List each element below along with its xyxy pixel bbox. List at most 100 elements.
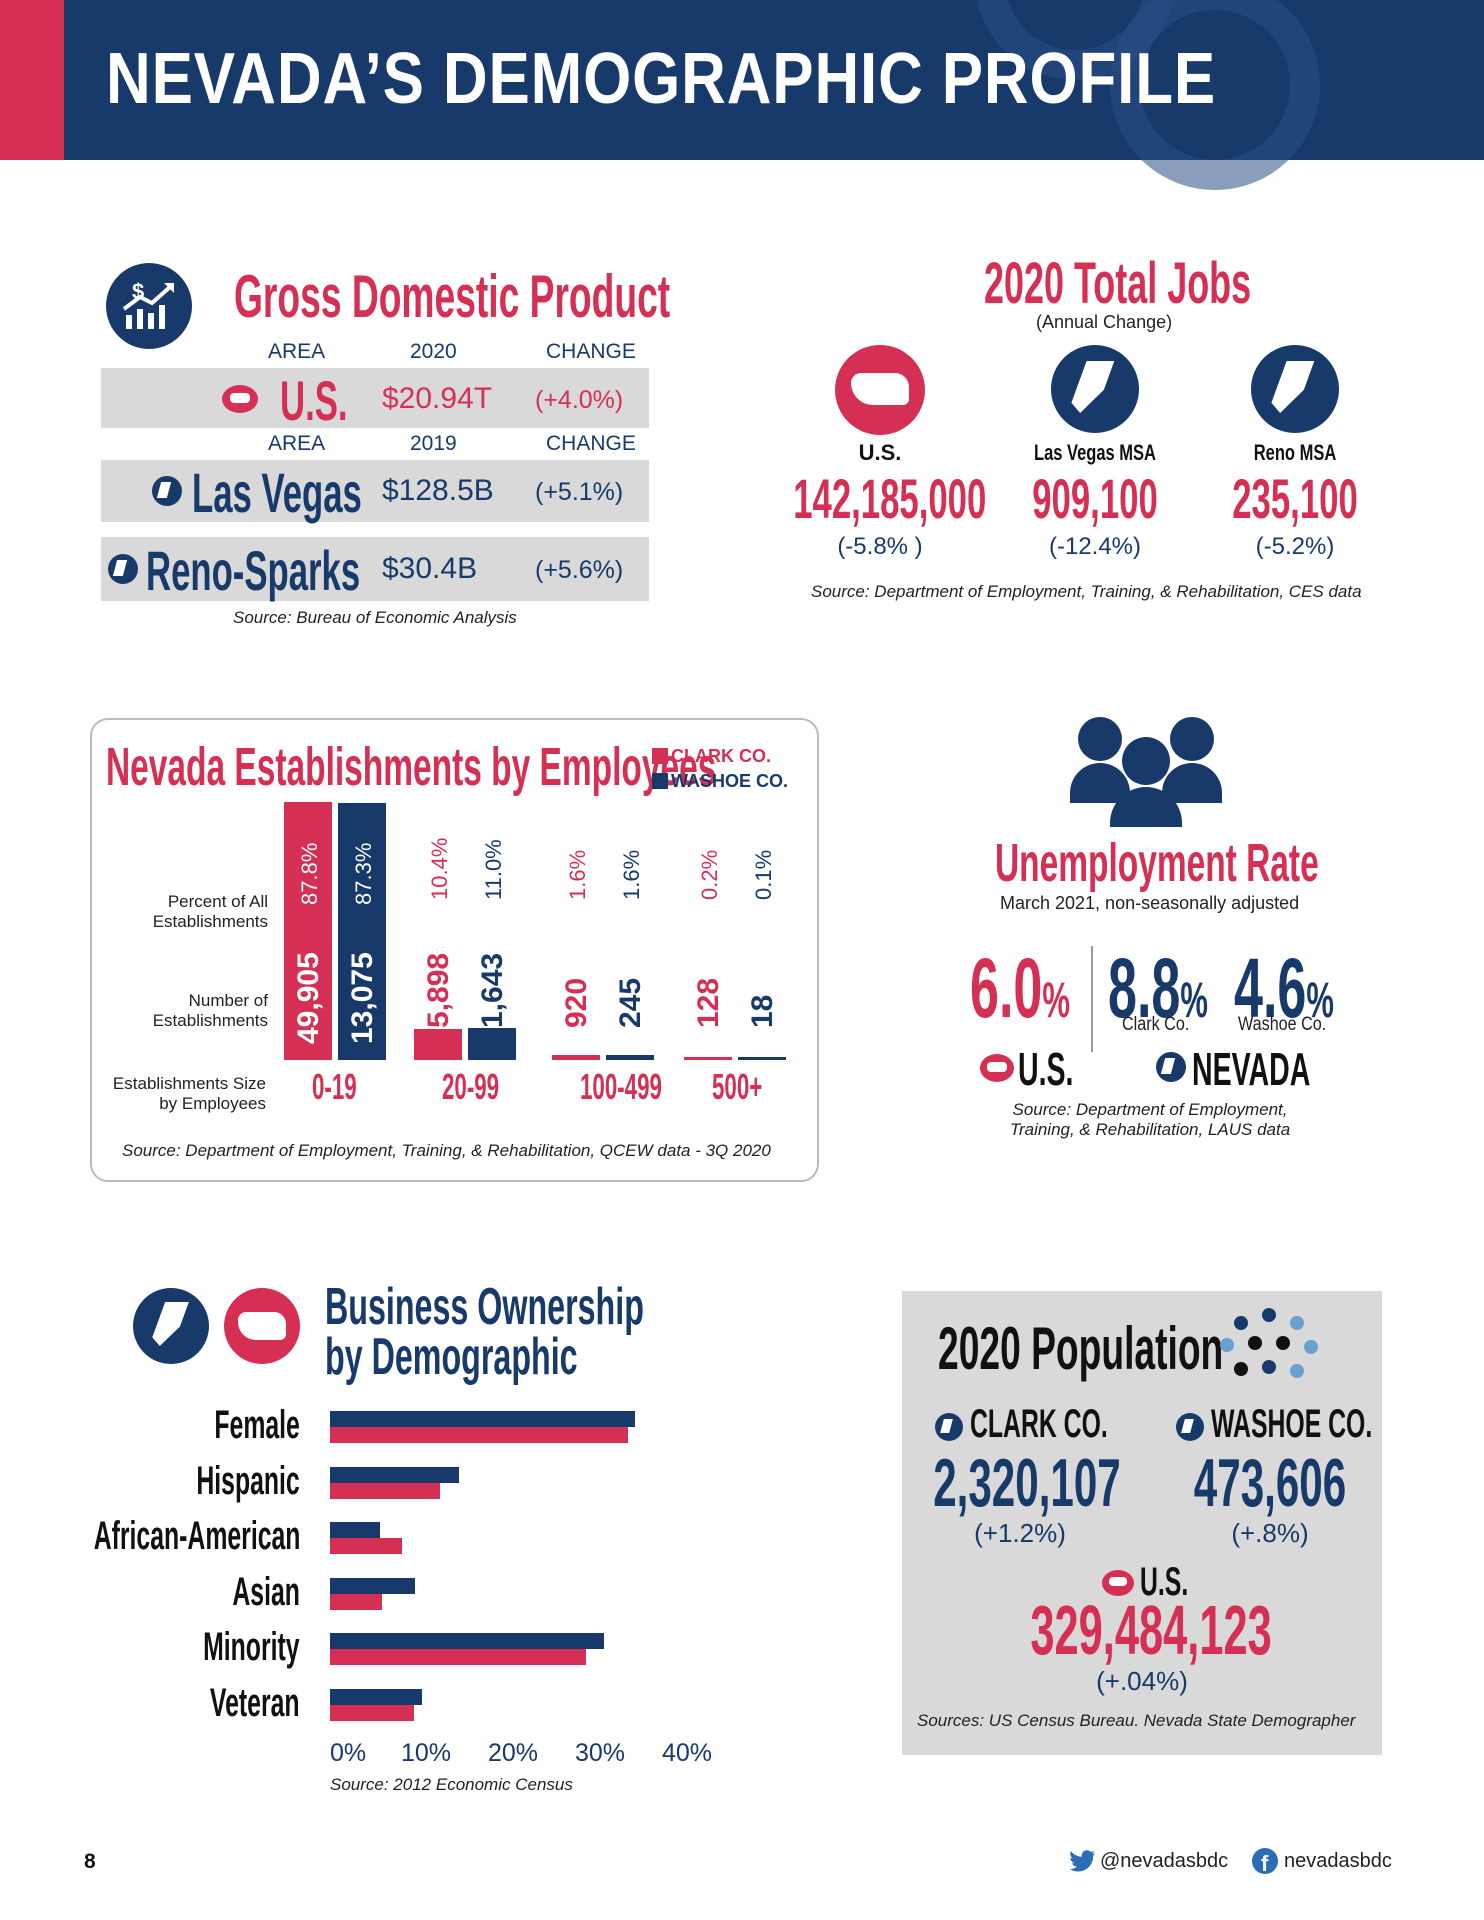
- nevada-map-icon: [1156, 1052, 1186, 1082]
- us-map-icon: [1102, 1570, 1134, 1596]
- facebook-handle[interactable]: nevadasbdc: [1284, 1850, 1392, 1872]
- ownership-axis-tick: 30%: [575, 1739, 626, 1767]
- ownership-title-line: by Demographic: [325, 1328, 578, 1386]
- unemployment-washoe-value: 4.6%: [1234, 941, 1334, 1035]
- ownership-bar: [330, 1705, 414, 1721]
- jobs-change: (-5.8% ): [837, 533, 923, 560]
- gdp-source: Source: Bureau of Economic Analysis: [233, 608, 517, 627]
- source-line: Source: Department of Employment,: [1012, 1100, 1288, 1119]
- establishments-title: Nevada Establishments by Employees: [106, 737, 717, 797]
- population-source: Sources: US Census Bureau. Nevada State …: [917, 1711, 1356, 1730]
- ownership-bar: [330, 1482, 441, 1499]
- page-title: NEVADA’S DEMOGRAPHIC PROFILE: [106, 39, 1217, 119]
- nevada-map-icon: [1251, 345, 1339, 433]
- unemployment-washoe-label: Washoe Co.: [1238, 1014, 1327, 1035]
- jobs-source: Source: Department of Employment, Traini…: [811, 582, 1362, 601]
- establishment-percent: 0.2%: [697, 849, 722, 900]
- establishment-size-label: 100-499: [580, 1066, 662, 1107]
- establishment-count: 128: [692, 977, 725, 1028]
- header-accent: [0, 0, 64, 160]
- unemployment-clark-value: 8.8%: [1108, 941, 1208, 1035]
- unemployment-subtitle: March 2021, non-seasonally adjusted: [1000, 893, 1300, 913]
- jobs-subtitle: (Annual Change): [1036, 312, 1173, 332]
- establishment-count: 920: [560, 977, 593, 1028]
- ownership-bar: [330, 1411, 635, 1427]
- establishment-count: 18: [746, 994, 779, 1028]
- gdp-row-lasvegas: [101, 460, 649, 522]
- establishment-bar-washoe: [468, 1027, 516, 1060]
- ownership-title-line: Business Ownership: [325, 1278, 644, 1336]
- svg-text:$: $: [132, 279, 144, 304]
- population-washoe-value: 473,606: [1193, 1445, 1347, 1521]
- unemployment-us-label: U.S.: [1018, 1043, 1074, 1095]
- us-map-icon: [222, 385, 258, 413]
- jobs-value: 142,185,000: [793, 467, 987, 530]
- ownership-axis-tick: 10%: [401, 1739, 452, 1767]
- unemployment-clark-label: Clark Co.: [1122, 1014, 1190, 1035]
- gdp-header-year: 2019: [410, 432, 457, 455]
- twitter-icon[interactable]: [1070, 1850, 1096, 1872]
- establishment-percent: 1.6%: [619, 849, 644, 900]
- ownership-bar: [330, 1633, 605, 1650]
- establishment-count: 245: [614, 977, 647, 1028]
- jobs-value: 235,100: [1232, 467, 1358, 530]
- gdp-header-change: CHANGE: [546, 432, 636, 455]
- nevada-map-icon: [1176, 1413, 1204, 1441]
- gdp-change: (+5.1%): [535, 478, 624, 506]
- nevada-map-icon: [108, 554, 138, 584]
- us-map-icon: [224, 1288, 300, 1364]
- gdp-header-change: CHANGE: [546, 340, 636, 363]
- legend-washoe: WASHOE CO.: [671, 771, 789, 791]
- gdp-area: Reno-Sparks: [146, 539, 361, 602]
- ownership-axis-tick: 40%: [662, 1739, 713, 1767]
- row-label-percent: Percent of All Establishments: [152, 892, 268, 931]
- ownership-category-label: Hispanic: [196, 1458, 300, 1503]
- establishment-count: 13,075: [346, 952, 379, 1044]
- unemployment-nevada-label: NEVADA: [1192, 1043, 1311, 1095]
- ownership-category-label: Veteran: [210, 1681, 300, 1725]
- source-line: Training, & Rehabilitation, LAUS data: [1009, 1120, 1291, 1139]
- establishments-source: Source: Department of Employment, Traini…: [122, 1141, 771, 1160]
- unemployment-source: Source: Department of Employment, Traini…: [980, 1100, 1320, 1140]
- ownership-source: Source: 2012 Economic Census: [330, 1775, 573, 1794]
- jobs-change: (-12.4%): [1048, 533, 1142, 560]
- population-us-value: 329,484,123: [1030, 1591, 1272, 1669]
- establishment-percent: 0.1%: [751, 849, 776, 900]
- page-header: [0, 0, 1484, 190]
- nevada-map-icon: [152, 476, 182, 506]
- gdp-area: U.S.: [280, 369, 348, 432]
- jobs-change: (-5.2%): [1255, 533, 1335, 560]
- ownership-bar: [330, 1522, 380, 1539]
- ownership-category-label: Female: [214, 1403, 300, 1447]
- divider: [1091, 946, 1093, 1052]
- jobs-label: U.S.: [858, 440, 902, 465]
- legend-swatch-washoe: [652, 773, 668, 789]
- nevada-map-icon: [133, 1288, 209, 1364]
- row-label-size: Establishments Size by Employees: [112, 1074, 266, 1113]
- crowd-icon: [1210, 1300, 1330, 1395]
- population-clark-label: CLARK CO.: [970, 1402, 1108, 1446]
- gdp-header-year: 2020: [410, 340, 457, 363]
- ownership-title: Business Ownership by Demographic: [325, 1278, 644, 1386]
- ownership-bar: [330, 1593, 383, 1610]
- jobs-label: Las Vegas MSA: [1034, 440, 1156, 465]
- twitter-handle[interactable]: @nevadasbdc: [1100, 1850, 1229, 1872]
- ownership-category-label: Asian: [232, 1569, 300, 1614]
- population-clark-value: 2,320,107: [933, 1445, 1121, 1521]
- population-clark-change: (+1.2%): [974, 1518, 1066, 1548]
- ownership-axis-tick: 20%: [488, 1739, 539, 1767]
- establishment-bar-clark: [414, 1029, 462, 1060]
- establishments-panel: [90, 718, 819, 1182]
- ownership-bar: [330, 1466, 459, 1483]
- growth-chart-icon: $: [106, 263, 192, 349]
- ownership-bar: [330, 1689, 423, 1705]
- gdp-row-us: [101, 368, 649, 428]
- ownership-bar: [330, 1577, 416, 1594]
- gdp-value: $30.4B: [382, 552, 478, 585]
- establishment-bar-washoe: [738, 1057, 786, 1060]
- gdp-area: Las Vegas: [192, 461, 362, 524]
- establishment-count: 1,643: [476, 952, 509, 1028]
- establishment-percent: 87.8%: [297, 842, 322, 905]
- unemployment-title: Unemployment Rate: [995, 833, 1319, 893]
- facebook-icon[interactable]: f: [1252, 1848, 1278, 1876]
